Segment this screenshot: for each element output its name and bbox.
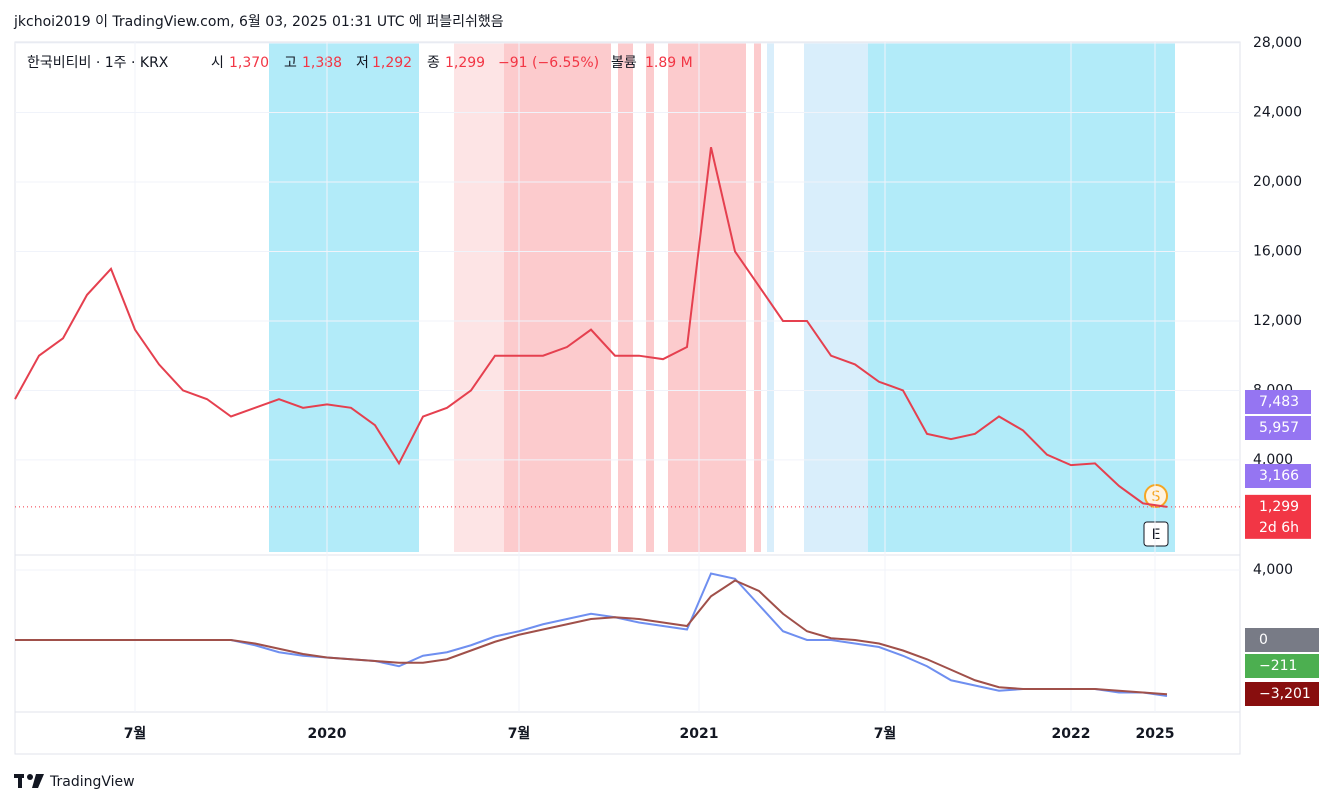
x-tick-label: 7월 <box>124 725 147 742</box>
price-tag-label: 5,957 <box>1259 420 1299 436</box>
y-tick-label: 4,000 <box>1253 562 1293 578</box>
open-label: 시 <box>211 55 224 71</box>
footer-brand: TradingView <box>49 774 135 790</box>
macd-tag-label: −3,201 <box>1259 686 1311 702</box>
macd-tag-label: −211 <box>1259 658 1297 674</box>
y-tick-label: 16,000 <box>1253 243 1302 259</box>
x-tick-label: 7월 <box>874 725 897 742</box>
x-tick-label: 2025 <box>1136 726 1175 742</box>
series-line <box>15 579 1168 696</box>
open: 1,370 <box>229 55 269 71</box>
x-tick-label: 2021 <box>680 726 719 742</box>
series-line <box>15 572 1168 697</box>
publish-header: jkchoi2019 이 TradingView.com, 6월 03, 202… <box>13 14 504 30</box>
regime-bands <box>269 42 1175 552</box>
last-price-box <box>1245 494 1311 539</box>
close-label: 종 <box>427 55 440 71</box>
high-label: 고 <box>284 55 297 71</box>
svg-text:E: E <box>1152 527 1161 543</box>
volume: 1.89 M <box>645 55 693 71</box>
price-tag-label: 7,483 <box>1259 394 1299 410</box>
y-tick-label: 24,000 <box>1253 104 1302 120</box>
symbol: 한국비티비 · 1주 · KRX <box>27 55 169 71</box>
x-tick-label: 7월 <box>508 725 531 742</box>
volume-label: 볼륨 <box>611 55 637 71</box>
svg-text:S: S <box>1152 489 1161 505</box>
series-line <box>14 147 1168 508</box>
macd-tag <box>1245 654 1319 678</box>
y-tick-label: 12,000 <box>1253 313 1302 329</box>
close: 1,299 <box>445 55 485 71</box>
legend: 한국비티비 · 1주 · KRX 시 1,370 고 1,388 저 1,292… <box>27 55 693 71</box>
low-label: 저 <box>356 55 369 71</box>
countdown-label: 2d 6h <box>1259 520 1299 536</box>
macd-tag <box>1245 628 1319 652</box>
event-icons: S E <box>1143 484 1169 547</box>
high: 1,388 <box>302 55 342 71</box>
price-tag <box>1245 464 1311 488</box>
change: −91 (−6.55%) <box>498 55 599 71</box>
last-price-label: 1,299 <box>1259 499 1299 515</box>
x-tick-label: 2020 <box>308 726 347 742</box>
price-tag-label: 3,166 <box>1259 468 1299 484</box>
footer-logo <box>14 774 44 788</box>
y-tick-label: 28,000 <box>1253 35 1302 51</box>
price-tag <box>1245 390 1311 414</box>
macd-tag <box>1245 682 1319 706</box>
y-tick-label: 4,000 <box>1253 452 1293 468</box>
low: 1,292 <box>372 55 412 71</box>
macd-tag-label: 0 <box>1259 632 1268 648</box>
y-tick-label: 20,000 <box>1253 174 1302 190</box>
price-tag <box>1245 416 1311 440</box>
x-tick-label: 2022 <box>1052 726 1091 742</box>
